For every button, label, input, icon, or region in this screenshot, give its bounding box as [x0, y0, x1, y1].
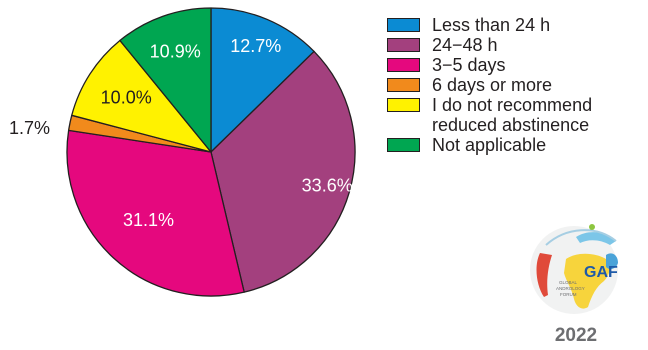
slice-label: 33.6% [302, 176, 353, 196]
legend-label: 24−48 h [432, 35, 498, 55]
logo-year: 2022 [554, 325, 598, 346]
slice-do-not-recommend [71, 39, 212, 153]
legend-label: 6 days or more [432, 75, 553, 95]
legend-item-6-days-or-more: 6 days or more [387, 75, 642, 95]
legend-swatch [387, 78, 420, 92]
slice-24-48h [210, 50, 356, 293]
pie-labels: 12.7% 33.6% 31.1% 1.7% 10.0% 10.9% [9, 36, 353, 230]
legend-item-24-48h: 24−48 h [387, 35, 642, 55]
logo-text: GLOBAL ANDROLOGY FORUM [556, 280, 586, 297]
slice-label: 1.7% [9, 118, 50, 138]
legend-swatch [387, 58, 420, 72]
slice-label: 31.1% [123, 210, 174, 230]
legend-label: 3−5 days [432, 55, 506, 75]
logo-globe-icon: GAF GLOBAL ANDROLOGY FORUM [530, 224, 618, 314]
slice-label: 10.0% [101, 88, 152, 108]
legend-item-3-5-days: 3−5 days [387, 55, 642, 75]
legend-swatch [387, 98, 420, 112]
legend-item-less-than-24h: Less than 24 h [387, 15, 642, 35]
legend-swatch [387, 38, 420, 52]
slice-less-than-24h [210, 7, 315, 153]
legend-item-do-not-recommend: I do not recommend reduced abstinence [387, 95, 642, 135]
legend-item-not-applicable: Not applicable [387, 135, 642, 155]
pie-slices [66, 7, 356, 297]
logo-mark: GAF [584, 264, 618, 281]
chart-legend: Less than 24 h 24−48 h 3−5 days 6 days o… [387, 15, 642, 155]
legend-swatch [387, 138, 420, 152]
slice-3-5-days [66, 129, 245, 297]
legend-swatch [387, 18, 420, 32]
slice-label: 10.9% [150, 42, 201, 62]
slice-label: 12.7% [230, 36, 281, 56]
slice-not-applicable [119, 7, 212, 153]
legend-label: I do not recommend reduced abstinence [432, 95, 593, 135]
global-andrology-forum-logo: GAF GLOBAL ANDROLOGY FORUM 2022 [526, 215, 626, 346]
legend-label: Not applicable [432, 135, 547, 155]
legend-label: Less than 24 h [432, 15, 551, 35]
pie-chart: 12.7% 33.6% 31.1% 1.7% 10.0% 10.9% [9, 7, 356, 297]
